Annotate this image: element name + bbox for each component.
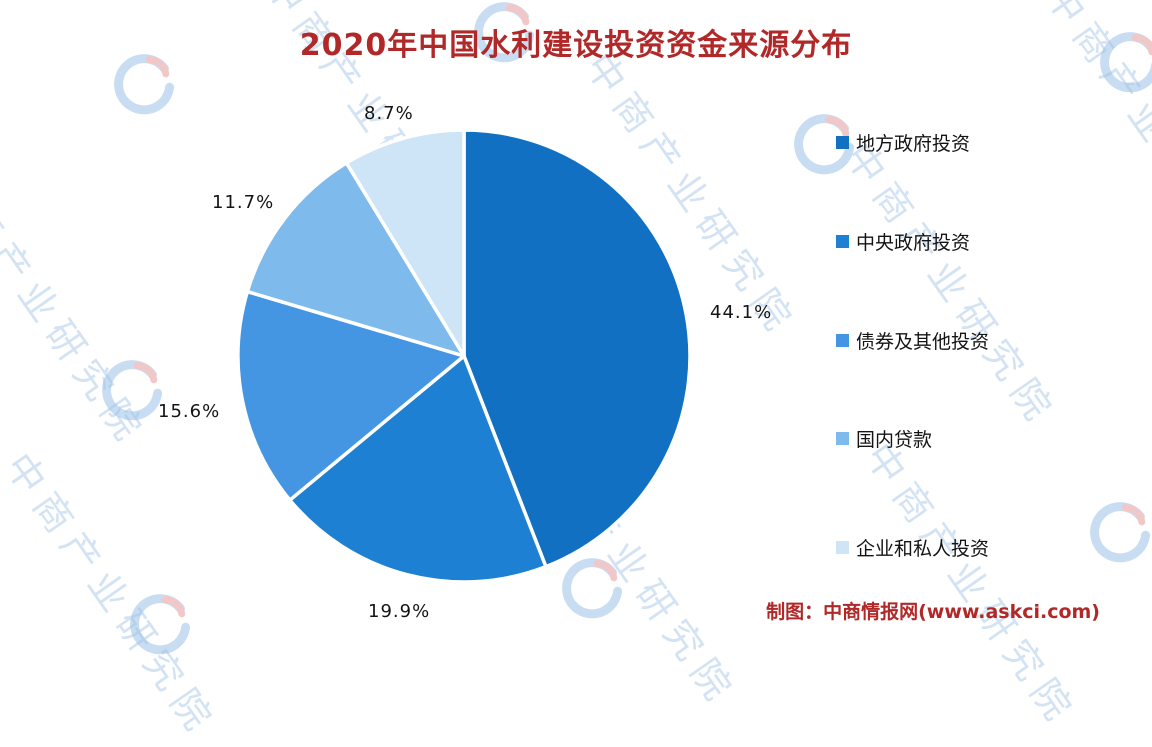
chart-title: 2020年中国水利建设投资资金来源分布 bbox=[299, 28, 853, 63]
legend-swatch bbox=[836, 333, 849, 347]
legend-item-local-government: 地方政府投资 bbox=[836, 130, 971, 155]
legend-item-private-investment: 企业和私人投资 bbox=[836, 535, 990, 560]
pie-label-domestic-loans: 11.7% bbox=[212, 192, 275, 213]
legend-swatch bbox=[836, 431, 849, 445]
legend-label: 地方政府投资 bbox=[856, 132, 971, 155]
pie-label-central-government: 19.9% bbox=[368, 601, 431, 622]
pie-slice-4 bbox=[344, 128, 466, 358]
legend-swatch bbox=[836, 540, 849, 554]
footer-credit: 制图：中商情报网(www.askci.com) bbox=[766, 601, 1100, 623]
pie-slice-0 bbox=[462, 128, 692, 569]
legend-item-domestic-loans: 国内贷款 bbox=[836, 426, 933, 451]
pie-slice-3 bbox=[245, 161, 466, 358]
pie-slice-2 bbox=[236, 289, 466, 502]
legend-item-central-government: 中央政府投资 bbox=[836, 229, 971, 254]
legend-label: 债券及其他投资 bbox=[856, 330, 990, 353]
pie-chart bbox=[236, 128, 692, 584]
pie-slice-1 bbox=[288, 354, 548, 584]
legend-swatch bbox=[836, 234, 849, 248]
pie-label-private-investment: 8.7% bbox=[364, 103, 414, 124]
pie-label-local-government: 44.1% bbox=[710, 302, 773, 323]
legend-swatch bbox=[836, 135, 849, 149]
legend-item-bonds-other: 债券及其他投资 bbox=[836, 328, 990, 353]
legend-label: 企业和私人投资 bbox=[856, 537, 990, 560]
legend-label: 国内贷款 bbox=[856, 428, 933, 451]
pie-label-bonds-other: 15.6% bbox=[158, 401, 221, 422]
legend-label: 中央政府投资 bbox=[856, 231, 971, 254]
